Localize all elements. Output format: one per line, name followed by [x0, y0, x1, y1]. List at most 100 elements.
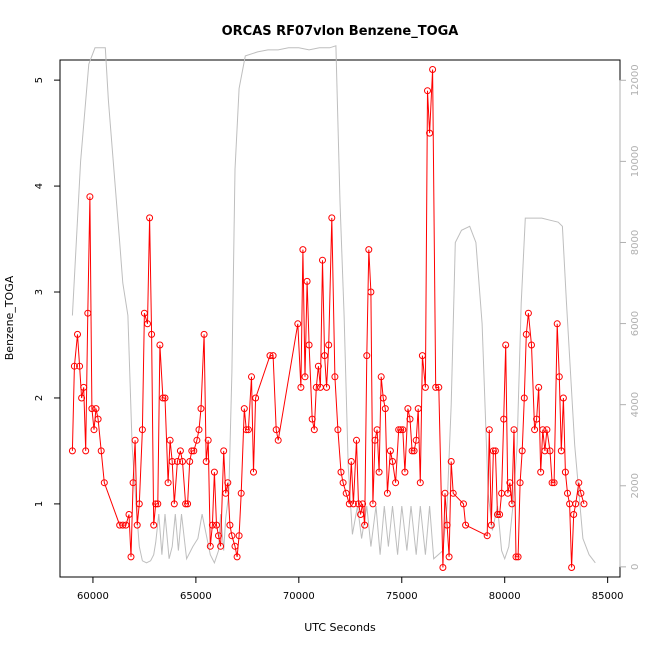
- benzene-toga-point: [176, 447, 184, 455]
- benzene-toga-point: [361, 521, 369, 529]
- benzene-toga-point: [395, 426, 403, 434]
- benzene-toga-point: [92, 405, 100, 413]
- right-y-tick-label: 10000: [630, 145, 641, 177]
- benzene-toga-point: [228, 532, 236, 540]
- benzene-toga-point: [375, 468, 383, 476]
- benzene-toga-point: [487, 521, 495, 529]
- benzene-toga-point: [504, 489, 512, 497]
- benzene-toga-point: [373, 426, 381, 434]
- benzene-toga-point: [294, 320, 302, 328]
- x-tick-label: 75000: [386, 591, 418, 602]
- benzene-toga-point: [166, 436, 174, 444]
- benzene-toga-point: [439, 564, 447, 571]
- benzene-toga-point: [148, 330, 156, 338]
- benzene-toga-point: [164, 479, 172, 487]
- benzene-toga-point: [575, 479, 583, 487]
- benzene-toga-point: [559, 394, 567, 402]
- benzene-toga-point: [520, 394, 528, 402]
- benzene-toga-point: [82, 447, 90, 455]
- benzene-toga-point: [217, 542, 225, 550]
- benzene-toga-point: [88, 405, 96, 413]
- benzene-toga-point: [305, 341, 313, 349]
- benzene-toga-point: [369, 500, 377, 508]
- x-axis: 60000 65000 70000 75000 80000 85000: [77, 576, 624, 602]
- series-layer: [68, 45, 596, 571]
- benzene-toga-point: [237, 489, 245, 497]
- benzene-toga-point: [90, 426, 98, 434]
- benzene-toga-point: [426, 129, 434, 137]
- benzene-toga-point: [97, 447, 105, 455]
- y-axis: 1 2 3 4 5: [34, 77, 61, 507]
- benzene-toga-point: [379, 394, 387, 402]
- benzene-toga-point: [494, 511, 501, 518]
- benzene-toga-point: [543, 426, 551, 434]
- benzene-toga-point: [541, 447, 549, 455]
- benzene-toga-point: [100, 479, 108, 487]
- benzene-toga-point: [184, 500, 192, 508]
- benzene-toga-point: [355, 500, 362, 508]
- x-tick-label: 85000: [592, 591, 624, 602]
- benzene-toga-point: [389, 458, 396, 465]
- benzene-toga-point: [483, 532, 491, 540]
- benzene-toga-point: [524, 309, 532, 317]
- benzene-toga-point: [349, 500, 357, 508]
- y-tick-label: 5: [34, 77, 45, 83]
- benzene-toga-point: [152, 500, 160, 508]
- altitude-line: [71, 45, 596, 565]
- benzene-toga-point: [357, 511, 365, 518]
- x-tick-label: 70000: [283, 591, 315, 602]
- benzene-toga-point: [445, 553, 453, 561]
- x-tick-label: 65000: [180, 591, 212, 602]
- benzene-toga-point: [161, 394, 169, 402]
- benzene-toga-point: [78, 394, 86, 402]
- benzene-toga-point: [568, 564, 576, 571]
- y-tick-label: 4: [34, 183, 45, 189]
- benzene-toga-point: [170, 500, 178, 508]
- benzene-toga-point: [353, 436, 360, 444]
- benzene-toga-point: [577, 489, 585, 497]
- x-tick-label: 60000: [77, 591, 109, 602]
- benzene-toga-point: [363, 352, 371, 360]
- benzene-toga-point: [146, 214, 154, 222]
- benzene-toga-point: [80, 383, 88, 391]
- benzene-toga-point: [131, 436, 139, 444]
- benzene-toga-point: [84, 309, 92, 317]
- benzene-toga-point: [510, 426, 518, 434]
- benzene-toga-point: [435, 383, 443, 391]
- benzene-toga-point: [424, 87, 431, 95]
- benzene-toga-point: [528, 341, 535, 349]
- benzene-toga-point: [421, 383, 429, 391]
- benzene-toga-point: [325, 341, 333, 349]
- benzene-toga-point: [226, 521, 234, 529]
- benzene-toga-point: [127, 553, 135, 561]
- benzene-toga-point: [414, 405, 422, 413]
- benzene-toga-point: [222, 489, 230, 497]
- benzene-toga-point: [447, 458, 455, 465]
- benzene-toga-point: [432, 383, 440, 391]
- benzene-toga-point: [345, 500, 353, 508]
- benzene-toga-point: [383, 489, 391, 497]
- right-y-tick-label: 8000: [630, 230, 641, 255]
- benzene-toga-point: [210, 468, 218, 476]
- benzene-toga-point: [133, 521, 141, 529]
- benzene-toga-point: [182, 500, 190, 508]
- benzene-toga-point: [321, 352, 329, 360]
- benzene-toga-point: [412, 436, 420, 444]
- benzene-toga-point: [310, 426, 318, 434]
- right-y-axis: 0 2000 4000 6000 8000 10000 12000: [619, 64, 641, 570]
- benzene-toga-point: [522, 330, 530, 338]
- benzene-toga-point: [485, 426, 493, 434]
- right-y-tick-label: 6000: [630, 311, 641, 336]
- benzene-toga-point: [186, 458, 194, 465]
- benzene-toga-point: [319, 256, 326, 264]
- benzene-toga-point: [546, 447, 554, 455]
- y-tick-label: 2: [34, 395, 45, 401]
- benzene-toga-point: [502, 341, 510, 349]
- benzene-toga-point: [129, 479, 137, 487]
- benzene-toga-point: [235, 532, 243, 540]
- benzene-toga-point: [535, 383, 543, 391]
- benzene-toga-point: [347, 458, 355, 465]
- benzene-toga-point: [557, 447, 565, 455]
- benzene-toga-point: [572, 500, 580, 508]
